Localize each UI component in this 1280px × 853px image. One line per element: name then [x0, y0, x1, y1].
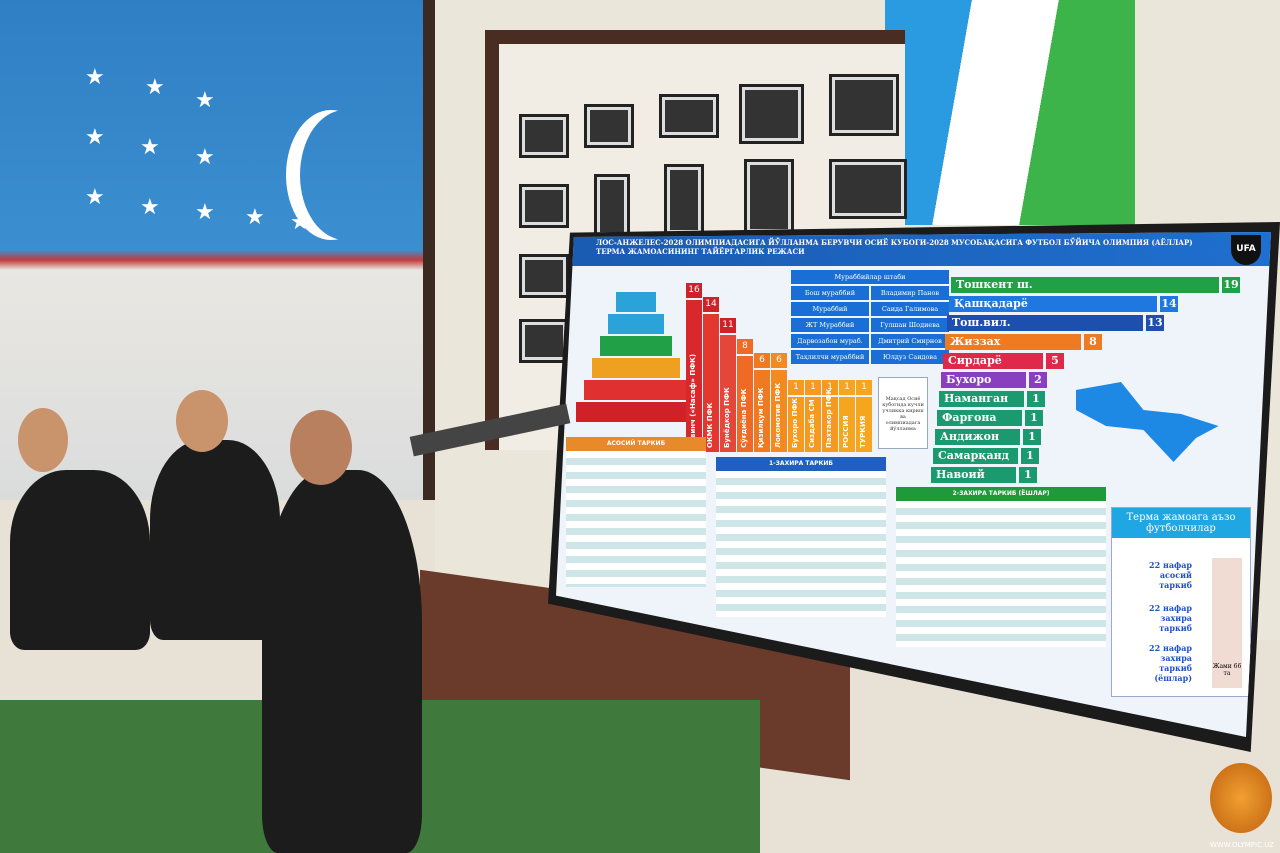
club-value: 1: [822, 380, 838, 395]
coach-role: ЖТ Мураббий: [791, 318, 869, 332]
seated-man-left: [10, 470, 150, 650]
coach-role: Мураббий: [791, 302, 869, 316]
region-value: 8: [1084, 334, 1102, 350]
club-bar: 16 Севинч («Насаф» ПФК): [686, 283, 702, 452]
coach-role: Таҳлилчи мураббий: [791, 350, 869, 364]
club-bar: 1 РОССИЯ: [839, 380, 855, 452]
roster-table: АСОСИЙ ТАРКИБ: [566, 437, 706, 587]
players-summary-box: Терма жамоага аъзо футболчилар 22 нафар …: [1111, 507, 1251, 697]
coach-name: Саида Галимова: [871, 302, 949, 316]
club-bar: 11 Бунёдкор ПФК: [720, 318, 736, 452]
club-value: 1: [788, 380, 804, 395]
coach-name: Владимир Панов: [871, 286, 949, 300]
head: [176, 390, 228, 452]
slide-header: ЛОС-АНЖЕЛЕС-2028 ОЛИМПИАДАСИГА ЙЎЛЛАНМА …: [556, 232, 1271, 266]
flag-stripes: [885, 0, 1135, 225]
region-bar: Тош.вил.: [947, 315, 1143, 331]
club-label: ОКМК ПФК: [706, 402, 714, 448]
club-bar: 1 ТУРКИЯ: [856, 380, 872, 452]
reserve-squad-label: 22 нафар захира таркиб: [1149, 603, 1192, 633]
club-label: Севинч («Насаф» ПФК): [689, 353, 697, 448]
club-label: Қизилқум ПФК: [757, 387, 765, 448]
players-box-title: Терма жамоага аъзо футболчилар: [1112, 508, 1250, 538]
club-value: 11: [720, 318, 736, 333]
club-label: Сиздаба СМ: [808, 399, 816, 448]
coach-name: Дмитрий Смирнов: [871, 334, 949, 348]
club-value: 16: [686, 283, 702, 298]
presenter-woman: [262, 470, 422, 853]
club-value: 6: [754, 353, 770, 368]
clubs-bar-chart: 16 Севинч («Насаф» ПФК) 14 ОКМК ПФК 11 Бунёдк…: [686, 277, 876, 452]
region-value: 5: [1046, 353, 1064, 369]
youth-squad-label: 22 нафар захира таркиб (ёшлар): [1149, 643, 1192, 683]
club-value: 14: [703, 297, 719, 312]
goal-box: Мақсад Осиё кубогида кучли учликка кириш…: [878, 377, 928, 449]
seated-man-right: [150, 440, 280, 640]
club-value: 6: [771, 353, 787, 368]
region-value: 1: [1027, 391, 1045, 407]
club-label: Локомотив ПФК: [774, 382, 782, 448]
total-label: Жами 66 та: [1212, 663, 1242, 677]
ufa-logo: UFA: [1231, 235, 1261, 265]
club-value: 1: [856, 380, 872, 395]
club-label: РОССИЯ: [842, 415, 850, 448]
coach-name: Гулшан Шодиева: [871, 318, 949, 332]
club-bar: 6 Қизилқум ПФК: [754, 353, 770, 452]
region-value: 1: [1025, 410, 1043, 426]
region-bar: Бухоро: [941, 372, 1026, 388]
watermark: WWW.OLYMPIC.UZ: [1209, 841, 1274, 849]
roster-table-title: 2-ЗАХИРА ТАРКИБ (ЁШЛАР): [896, 487, 1106, 501]
region-bar: Андижон: [935, 429, 1020, 445]
region-bar: Сирдарё: [943, 353, 1043, 369]
region-value: 2: [1029, 372, 1047, 388]
club-label: Сўғдиёна ПФК: [740, 388, 748, 448]
presentation-slide: ЛОС-АНЖЕЛЕС-2028 ОЛИМПИАДАСИГА ЙЎЛЛАНМА …: [556, 232, 1271, 737]
crescent-moon: [300, 110, 390, 240]
region-bar: Қашқадарё: [949, 296, 1157, 312]
club-label: ТУРКИЯ: [859, 415, 867, 448]
club-label: Бухоро ПФК: [791, 397, 799, 448]
region-value: 1: [1019, 467, 1037, 483]
region-bar: Самарқанд: [933, 448, 1018, 464]
region-value: 1: [1021, 448, 1039, 464]
coaching-staff-table: Мураббийлар штаби Бош мураббий Владимир П…: [791, 270, 951, 366]
club-label: Бунёдкор ПФК: [723, 387, 731, 448]
club-label: Пахтакор ПФК: [825, 388, 833, 448]
region-value: 14: [1160, 296, 1178, 312]
club-value: 8: [737, 339, 753, 354]
coach-name: Юлдуз Саидова: [871, 350, 949, 364]
total-box: Жами 66 та: [1212, 558, 1242, 688]
club-bar: 8 Сўғдиёна ПФК: [737, 339, 753, 452]
club-bar: 14 ОКМК ПФК: [703, 297, 719, 452]
region-value: 19: [1222, 277, 1240, 293]
club-value: 1: [839, 380, 855, 395]
club-bar: 1 Пахтакор ПФК: [822, 380, 838, 452]
region-bar: Тошкент ш.: [951, 277, 1219, 293]
roster-table: 1-ЗАХИРА ТАРКИБ: [716, 457, 886, 617]
uzbekistan-olympic-emblem: [1210, 763, 1272, 833]
roster-table-title: АСОСИЙ ТАРКИБ: [566, 437, 706, 451]
region-value: 1: [1023, 429, 1041, 445]
regions-chart: Тошкент ш. 19 Қашқадарё 14 Тош.вил. 13 Жиззах 8…: [931, 277, 1261, 487]
main-squad-label: 22 нафар асосий таркиб: [1149, 560, 1192, 590]
goal-text: Мақсад Осиё кубогида кучли учликка кириш…: [882, 396, 924, 432]
head: [18, 408, 68, 472]
coach-role: Дарвозабон мураб.: [791, 334, 869, 348]
region-bar: Навоий: [931, 467, 1016, 483]
coach-role: Бош мураббий: [791, 286, 869, 300]
roster-table-title: 1-ЗАХИРА ТАРКИБ: [716, 457, 886, 471]
head: [290, 410, 352, 485]
region-bar: Фарғона: [937, 410, 1022, 426]
club-value: 1: [805, 380, 821, 395]
region-value: 13: [1146, 315, 1164, 331]
region-bar: Наманган: [939, 391, 1024, 407]
club-bar: 6 Локомотив ПФК: [771, 353, 787, 452]
roster-table: 2-ЗАХИРА ТАРКИБ (ЁШЛАР): [896, 487, 1106, 647]
region-bar: Жиззах: [945, 334, 1081, 350]
club-bar: 1 Сиздаба СМ: [805, 380, 821, 452]
coaches-title: Мураббийлар штаби: [791, 270, 949, 284]
club-bar: 1 Бухоро ПФК: [788, 380, 804, 452]
